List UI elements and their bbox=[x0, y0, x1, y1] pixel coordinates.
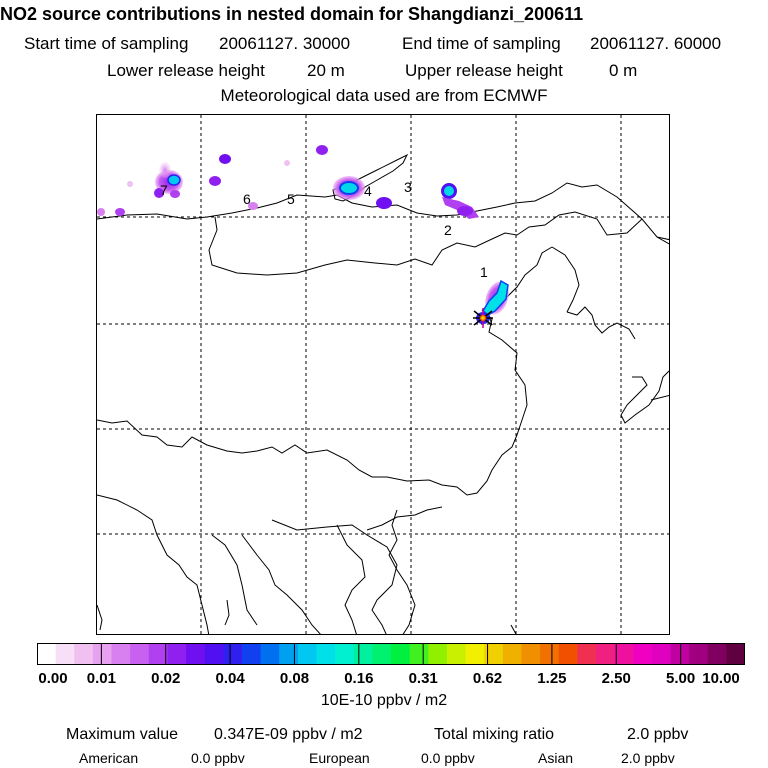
region-label-4: 4 bbox=[364, 183, 372, 199]
color-scale-tick-label: 0.01 bbox=[86, 670, 116, 687]
color-scale-cell bbox=[707, 643, 727, 665]
color-scale-tick-label: 0.04 bbox=[215, 670, 245, 687]
color-scale-cell bbox=[409, 643, 429, 665]
map-panel: 1 2 3 4 5 6 7 bbox=[96, 114, 670, 635]
color-scale-cell bbox=[502, 643, 523, 665]
region-label-5: 5 bbox=[287, 191, 295, 207]
region-label-3: 3 bbox=[404, 179, 412, 195]
color-scale-cell bbox=[633, 643, 653, 665]
color-scale-tick-label: 0.16 bbox=[344, 670, 374, 687]
color-scale-cell bbox=[484, 643, 504, 665]
color-scale-cell bbox=[111, 643, 131, 665]
american-label: American bbox=[79, 750, 139, 766]
color-scale-cell bbox=[577, 643, 597, 665]
map-canvas: 1 2 3 4 5 6 7 bbox=[97, 115, 669, 634]
color-scale-cell bbox=[391, 643, 411, 665]
total-mixing-label: Total mixing ratio bbox=[434, 726, 555, 743]
country-borders bbox=[97, 153, 669, 634]
color-scale-cell bbox=[130, 643, 150, 665]
color-scale-cell bbox=[74, 643, 94, 665]
color-scale-cell bbox=[521, 643, 541, 665]
region-label-1: 1 bbox=[480, 264, 488, 280]
european-value: 0.0 ppbv bbox=[421, 750, 475, 766]
color-scale-cell bbox=[614, 643, 634, 665]
asian-value: 2.0 ppbv bbox=[621, 750, 675, 766]
map-title: NO2 source contributions in nested domai… bbox=[0, 4, 584, 24]
color-scale-cell bbox=[446, 643, 467, 665]
color-scale-tick-label: 1.25 bbox=[537, 670, 567, 687]
color-scale-cell bbox=[260, 643, 280, 665]
start-time-value: 20061127. 30000 bbox=[219, 34, 351, 53]
concentration-field bbox=[97, 145, 509, 324]
color-scale-cell bbox=[241, 643, 262, 665]
color-scale-cell bbox=[595, 643, 616, 665]
american-value: 0.0 ppbv bbox=[191, 750, 245, 766]
color-scale-cell bbox=[726, 643, 745, 665]
color-scale-cell bbox=[689, 643, 709, 665]
color-scale-cell bbox=[204, 643, 224, 665]
color-scale-cell bbox=[92, 643, 113, 665]
lower-height-value: 20 m bbox=[307, 61, 345, 80]
region-label-7: 7 bbox=[160, 182, 168, 198]
color-scale-cell bbox=[353, 643, 373, 665]
color-scale-cell bbox=[148, 643, 169, 665]
color-scale-cell bbox=[223, 643, 243, 665]
color-scale-tick-label: 0.00 bbox=[38, 670, 68, 687]
start-time-label: Start time of sampling bbox=[24, 34, 189, 53]
color-scale-tick-label: 10.00 bbox=[702, 670, 740, 687]
color-scale-tick-label: 0.31 bbox=[408, 670, 438, 687]
color-scale-cell bbox=[372, 643, 392, 665]
color-scale-cell bbox=[651, 643, 672, 665]
region-label-6: 6 bbox=[243, 191, 251, 207]
region-label-2: 2 bbox=[444, 222, 452, 238]
lower-height-label: Lower release height bbox=[107, 61, 265, 80]
upper-height-value: 0 m bbox=[609, 61, 638, 80]
color-scale-tick-label: 2.50 bbox=[601, 670, 631, 687]
color-scale-tick-label: 0.02 bbox=[151, 670, 181, 687]
color-scale-cell bbox=[167, 643, 187, 665]
asian-label: Asian bbox=[538, 750, 574, 766]
color-scale-cell bbox=[335, 643, 355, 665]
color-scale-cell bbox=[428, 643, 448, 665]
color-scale-cell bbox=[37, 643, 57, 665]
upper-height-label: Upper release height bbox=[405, 61, 563, 80]
max-value-label: Maximum value bbox=[66, 726, 179, 743]
color-scale-tick-label: 0.62 bbox=[472, 670, 503, 687]
color-scale-tick-label: 0.08 bbox=[279, 670, 310, 687]
color-scale-cell bbox=[558, 643, 578, 665]
color-scale-unit: 10E-10 ppbv / m2 bbox=[320, 692, 448, 709]
end-time-label: End time of sampling bbox=[402, 34, 561, 53]
color-scale-cell bbox=[465, 643, 485, 665]
receptor-star bbox=[473, 308, 493, 328]
max-value: 0.347E-09 ppbv / m2 bbox=[214, 726, 363, 743]
color-scale-cell bbox=[297, 643, 318, 665]
color-scale-cell bbox=[670, 643, 690, 665]
color-scale-bar bbox=[37, 643, 745, 665]
met-data-line: Meteorological data used are from ECMWF bbox=[220, 86, 548, 105]
end-time-value: 20061127. 60000 bbox=[590, 34, 722, 53]
total-mixing-value: 2.0 ppbv bbox=[627, 726, 689, 743]
color-scale-cell bbox=[186, 643, 206, 665]
color-scale-cell bbox=[540, 643, 560, 665]
color-scale-tick-label: 5.00 bbox=[666, 670, 696, 687]
european-label: European bbox=[309, 750, 370, 766]
color-scale-cell bbox=[279, 643, 299, 665]
lat-lon-grid bbox=[97, 115, 669, 634]
color-scale-cell bbox=[316, 643, 336, 665]
color-scale-cell bbox=[55, 643, 75, 665]
